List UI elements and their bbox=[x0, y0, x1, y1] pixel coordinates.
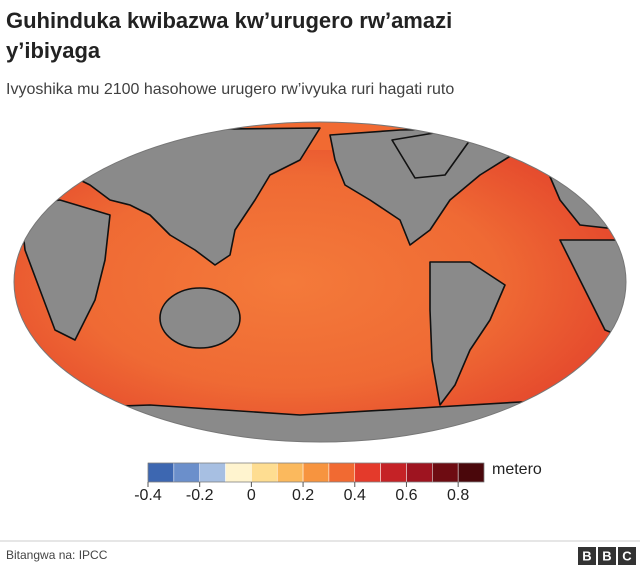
legend-swatch bbox=[173, 462, 200, 483]
legend-tick-label: -0.2 bbox=[186, 487, 214, 504]
legend-unit: metero bbox=[492, 461, 542, 478]
legend-tick-label: -0.4 bbox=[134, 487, 162, 504]
subtitle: Ivyoshika mu 2100 hasohowe urugero rw’iv… bbox=[6, 81, 454, 98]
legend-swatch bbox=[302, 462, 330, 483]
legend-tick-label: 0.6 bbox=[395, 487, 417, 504]
legend-swatch bbox=[380, 462, 407, 483]
legend-swatch bbox=[225, 462, 252, 483]
legend-swatch bbox=[199, 462, 226, 483]
legend-swatch bbox=[457, 462, 485, 483]
title-line-2: y’ibiyaga bbox=[6, 38, 101, 63]
legend-swatch bbox=[354, 462, 381, 483]
title-line-1: Guhinduka kwibazwa kw’urugero rw’amazi bbox=[6, 8, 452, 33]
logo-box bbox=[598, 547, 616, 565]
logo-box bbox=[618, 547, 636, 565]
logo-letter: B bbox=[602, 548, 611, 563]
legend-swatch bbox=[432, 462, 459, 483]
color-legend: -0.4 -0.2 0 0.2 0.4 0.6 0.8 bbox=[134, 462, 485, 504]
legend-swatch bbox=[406, 462, 433, 483]
logo-letter: C bbox=[622, 548, 632, 563]
world-map bbox=[14, 122, 626, 442]
logo-box bbox=[578, 547, 596, 565]
legend-tick-label: 0.2 bbox=[292, 487, 314, 504]
logo-letter: B bbox=[582, 548, 591, 563]
legend-swatch bbox=[147, 462, 175, 483]
legend-swatch bbox=[328, 462, 356, 483]
legend-swatch bbox=[276, 462, 304, 483]
legend-swatch bbox=[251, 462, 278, 483]
legend-tick-label: 0.4 bbox=[344, 487, 366, 504]
source: Bitangwa na: IPCC bbox=[6, 548, 108, 562]
legend-tick-label: 0.8 bbox=[447, 487, 469, 504]
legend-frame bbox=[147, 462, 485, 483]
legend-tick-label: 0 bbox=[247, 487, 256, 504]
